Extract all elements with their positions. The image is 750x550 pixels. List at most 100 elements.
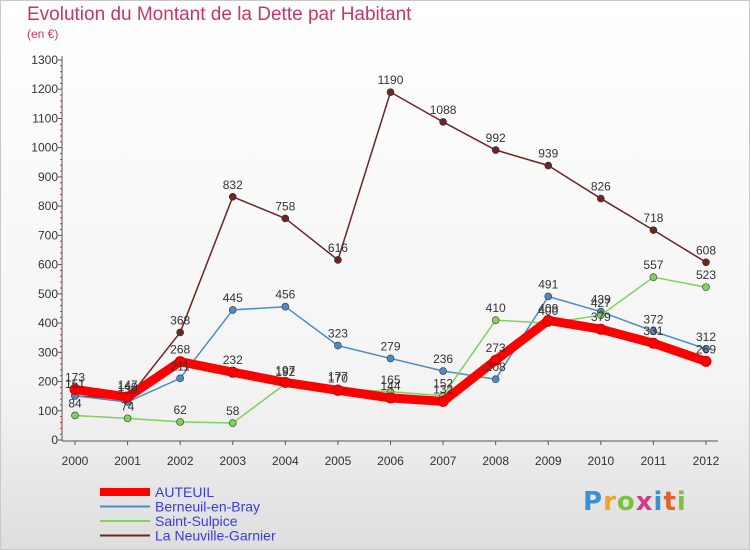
x-tick-label: 2004 <box>272 454 299 468</box>
data-label: 130 <box>118 383 138 397</box>
data-point <box>174 356 186 368</box>
data-label: 491 <box>538 277 558 291</box>
legend-label: La Neuville-Garnier <box>155 528 276 544</box>
data-label: 62 <box>173 403 187 417</box>
data-point <box>228 193 237 201</box>
data-label: 372 <box>643 312 663 326</box>
data-label: 151 <box>65 377 85 391</box>
data-label: 197 <box>275 363 295 377</box>
x-tick-label: 2005 <box>325 454 352 468</box>
data-point <box>334 341 342 350</box>
data-label: 410 <box>486 301 506 315</box>
y-tick-label: 0 <box>51 433 58 447</box>
data-label: 151 <box>65 377 85 391</box>
x-tick-label: 2000 <box>62 454 89 468</box>
data-label: 445 <box>223 291 243 305</box>
y-tick-label: 400 <box>38 316 58 330</box>
chart-title: Evolution du Montant de la Dette par Hab… <box>27 4 412 25</box>
data-label: 268 <box>170 343 190 357</box>
data-label: 84 <box>68 396 82 410</box>
data-point <box>71 411 79 420</box>
data-point <box>597 194 605 203</box>
data-label: 368 <box>170 313 190 327</box>
data-point <box>334 256 342 264</box>
x-tick-label: 2007 <box>430 454 457 468</box>
data-label: 58 <box>226 404 240 418</box>
data-label: 1190 <box>378 73 404 87</box>
data-label: 331 <box>643 324 663 338</box>
data-point <box>385 392 396 404</box>
data-label: 992 <box>486 131 506 145</box>
legend-label: Saint-Sulpice <box>155 513 238 529</box>
data-label: 232 <box>223 353 243 367</box>
data-point <box>281 214 290 223</box>
data-label: 523 <box>696 268 716 282</box>
y-tick-label: 900 <box>38 170 58 184</box>
brand-logo: Proxiti <box>583 487 687 517</box>
data-label: 1088 <box>430 103 457 117</box>
data-point <box>228 306 237 314</box>
y-tick-label: 200 <box>38 375 58 389</box>
data-point <box>176 418 184 426</box>
x-tick-label: 2012 <box>693 454 720 468</box>
data-point <box>491 146 500 154</box>
brand-letter: i <box>653 487 664 517</box>
data-point <box>595 323 607 335</box>
data-point <box>491 375 500 384</box>
y-tick-label: 700 <box>38 228 58 242</box>
x-tick-label: 2009 <box>535 454 562 468</box>
data-point <box>649 226 658 234</box>
data-point <box>123 414 132 423</box>
data-point <box>647 337 659 349</box>
data-point <box>597 311 605 319</box>
data-label: 236 <box>433 352 453 366</box>
legend-label: Berneuil-en-Bray <box>155 499 260 515</box>
y-tick-label: 1000 <box>31 141 58 155</box>
x-tick-label: 2006 <box>377 454 404 468</box>
data-point <box>281 302 290 311</box>
data-label: 557 <box>643 258 663 272</box>
data-label: 279 <box>380 339 400 353</box>
data-label: 312 <box>696 330 716 344</box>
data-point <box>122 391 134 403</box>
data-point <box>228 419 237 427</box>
brand-letter: o <box>616 487 636 517</box>
data-label: 400 <box>538 304 558 318</box>
data-label: 147 <box>118 378 138 392</box>
data-point <box>439 118 447 126</box>
y-tick-label: 1100 <box>32 111 58 125</box>
data-label: 409 <box>538 301 558 315</box>
brand-letter: t <box>663 487 677 517</box>
data-point <box>227 366 239 378</box>
data-point <box>386 354 395 363</box>
data-label: 323 <box>328 327 348 341</box>
data-label: 74 <box>121 399 135 413</box>
data-point <box>69 383 81 395</box>
data-point <box>279 376 291 388</box>
legend-label: AUTEUIL <box>155 484 214 500</box>
y-tick-label: 300 <box>38 345 58 359</box>
data-label: 758 <box>275 199 295 213</box>
data-point <box>332 384 344 396</box>
chart-subtitle: (en €) <box>27 27 59 41</box>
data-point <box>649 273 658 281</box>
data-label: 173 <box>65 370 85 384</box>
data-point <box>702 344 710 353</box>
data-label: 269 <box>696 342 716 356</box>
y-tick-label: 100 <box>38 404 58 418</box>
data-label: 616 <box>328 241 348 255</box>
data-point <box>544 161 553 170</box>
data-label: 456 <box>275 288 295 302</box>
data-point <box>439 367 447 375</box>
data-point <box>176 328 184 337</box>
data-label: 165 <box>380 373 400 387</box>
x-tick-label: 2010 <box>587 454 614 468</box>
data-label: 211 <box>171 359 190 373</box>
brand-letter: i <box>676 487 687 517</box>
x-tick-label: 2001 <box>114 454 141 468</box>
data-label: 152 <box>433 377 453 391</box>
y-tick-label: 1200 <box>31 82 58 96</box>
x-tick-label: 2008 <box>482 454 509 468</box>
